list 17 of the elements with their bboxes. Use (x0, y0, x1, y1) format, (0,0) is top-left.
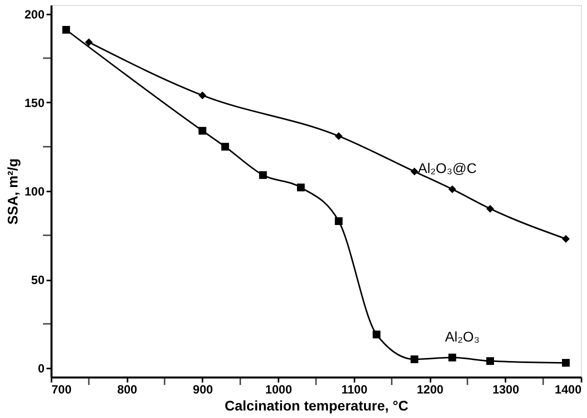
y-tick-label: 150 (24, 96, 45, 110)
y-tick-label: 0 (38, 362, 45, 376)
x-tick-label: 700 (52, 382, 72, 396)
y-tick-label: 50 (31, 273, 45, 288)
x-axis-title: Calcination temperature, °C (224, 398, 408, 414)
x-tick-label: 1100 (341, 382, 368, 396)
y-axis-title: SSA, m²/g (4, 158, 20, 225)
series-label: Al₂O₃@C (418, 160, 477, 176)
series-label: Al₂O₃ (445, 328, 480, 345)
x-tick-label: 1400 (554, 382, 582, 396)
x-tick-label: 800 (117, 382, 138, 396)
y-tick-label: 200 (24, 7, 45, 22)
x-tick-label: 1000 (265, 382, 292, 396)
x-tick-label: 900 (192, 382, 214, 396)
x-tick-label: 1200 (416, 382, 444, 396)
y-tick-label: 100 (24, 184, 45, 198)
x-tick-label: 1300 (492, 382, 520, 396)
